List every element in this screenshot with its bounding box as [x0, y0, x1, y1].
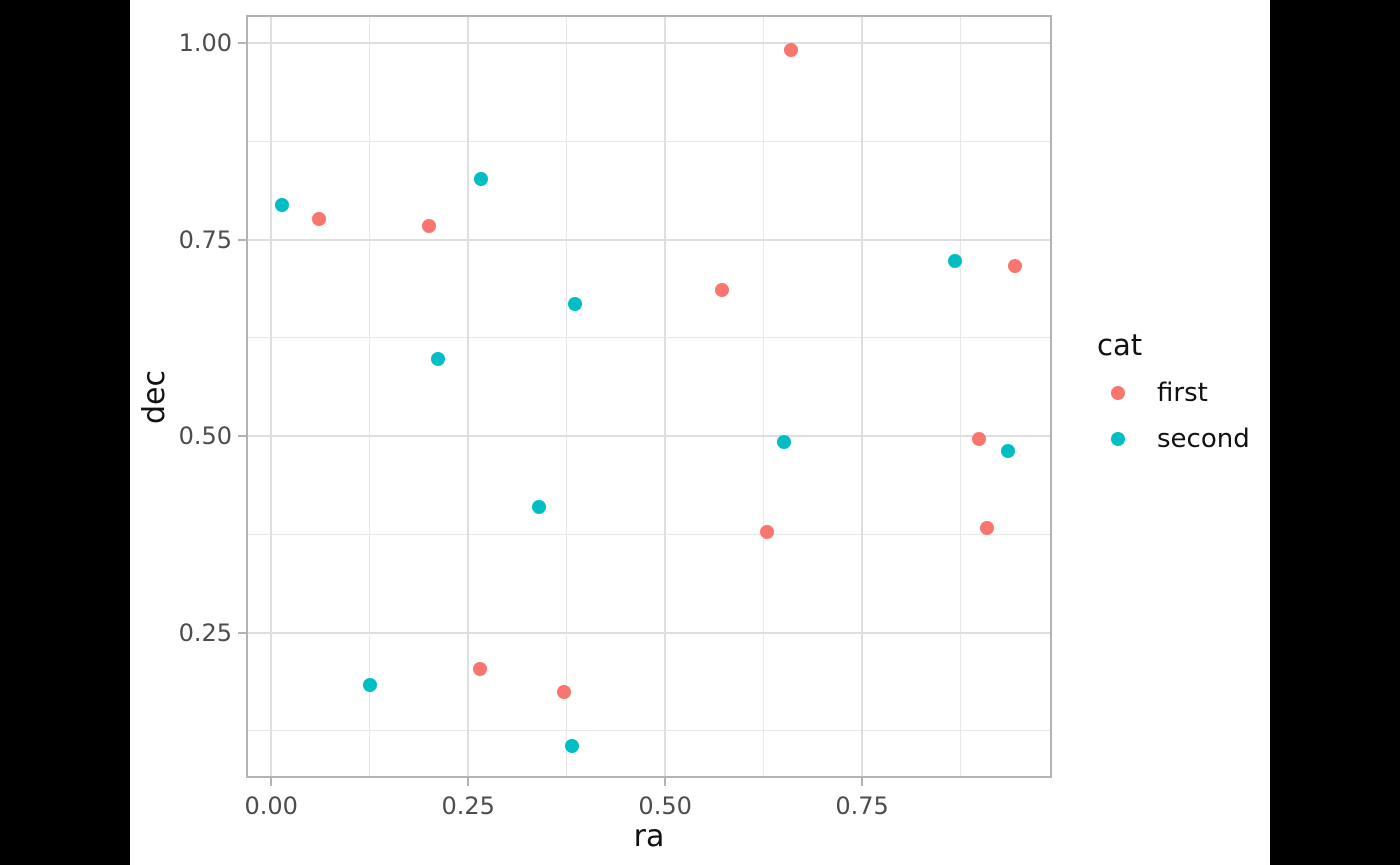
y-major-gridline: [246, 631, 1052, 634]
x-tick-label: 0.00: [244, 792, 298, 820]
data-point-first: [784, 42, 799, 57]
y-major-gridline: [246, 435, 1052, 438]
legend-key: [1096, 432, 1140, 446]
x-major-gridline: [861, 15, 864, 778]
data-point-second: [363, 678, 378, 693]
legend-dot-first-icon: [1111, 386, 1125, 400]
data-point-second: [567, 297, 582, 312]
y-minor-gridline: [246, 141, 1052, 142]
x-tick-label: 0.25: [441, 792, 495, 820]
plot-panel: [246, 15, 1052, 778]
data-point-first: [971, 432, 986, 447]
data-point-second: [275, 198, 290, 213]
data-point-first: [759, 525, 774, 540]
data-point-first: [979, 521, 994, 536]
legend-key: [1096, 386, 1140, 400]
x-minor-gridline: [763, 15, 765, 778]
legend: cat first second: [1090, 326, 1270, 462]
y-tick-mark: [238, 42, 246, 45]
x-tick-label: 0.75: [835, 792, 889, 820]
x-minor-gridline: [369, 15, 371, 778]
x-major-gridline: [664, 15, 667, 778]
y-minor-gridline: [246, 337, 1052, 339]
y-tick-label: 0.50: [178, 422, 232, 451]
x-minor-gridline: [566, 15, 568, 778]
x-major-gridline: [467, 15, 470, 778]
y-tick-label: 0.25: [178, 618, 232, 647]
y-tick-mark: [238, 631, 246, 634]
data-point-first: [312, 212, 327, 227]
legend-label-second: second: [1157, 424, 1250, 454]
y-tick-label: 0.75: [178, 225, 232, 254]
data-point-second: [1000, 444, 1015, 459]
x-minor-gridline: [960, 15, 962, 778]
legend-label-first: first: [1157, 378, 1208, 408]
data-point-first: [473, 661, 487, 676]
data-point-second: [431, 352, 446, 367]
data-point-first: [1007, 259, 1022, 274]
legend-title: cat: [1097, 328, 1143, 362]
y-major-gridline: [246, 42, 1052, 45]
data-point-first: [421, 218, 436, 233]
y-minor-gridline: [246, 533, 1052, 535]
x-tick-mark: [861, 778, 864, 786]
y-tick-label: 1.00: [178, 29, 232, 58]
plot-figure: 0.00 0.25 0.50 0.75 0.25 0.50 0.75 1.00 ra dec …: [130, 0, 1270, 865]
y-major-gridline: [246, 238, 1052, 241]
x-tick-mark: [467, 778, 470, 786]
data-point-second: [565, 738, 580, 753]
legend-item-second: second: [1090, 416, 1270, 462]
x-axis-title: ra: [633, 819, 665, 854]
data-point-second: [473, 172, 488, 187]
data-point-first: [714, 283, 729, 298]
data-point-first: [556, 685, 571, 700]
x-tick-mark: [664, 778, 667, 786]
y-axis-title: dec: [137, 369, 172, 424]
x-major-gridline: [270, 15, 273, 778]
x-tick-label: 0.50: [638, 792, 692, 820]
y-tick-mark: [238, 435, 246, 438]
data-point-second: [777, 435, 792, 450]
legend-dot-second-icon: [1111, 432, 1125, 446]
data-point-second: [532, 499, 547, 514]
y-minor-gridline: [246, 730, 1052, 732]
legend-items: first second: [1090, 370, 1270, 462]
data-point-second: [948, 253, 963, 268]
y-tick-mark: [238, 238, 246, 241]
x-tick-mark: [270, 778, 273, 786]
legend-item-first: first: [1090, 370, 1270, 416]
